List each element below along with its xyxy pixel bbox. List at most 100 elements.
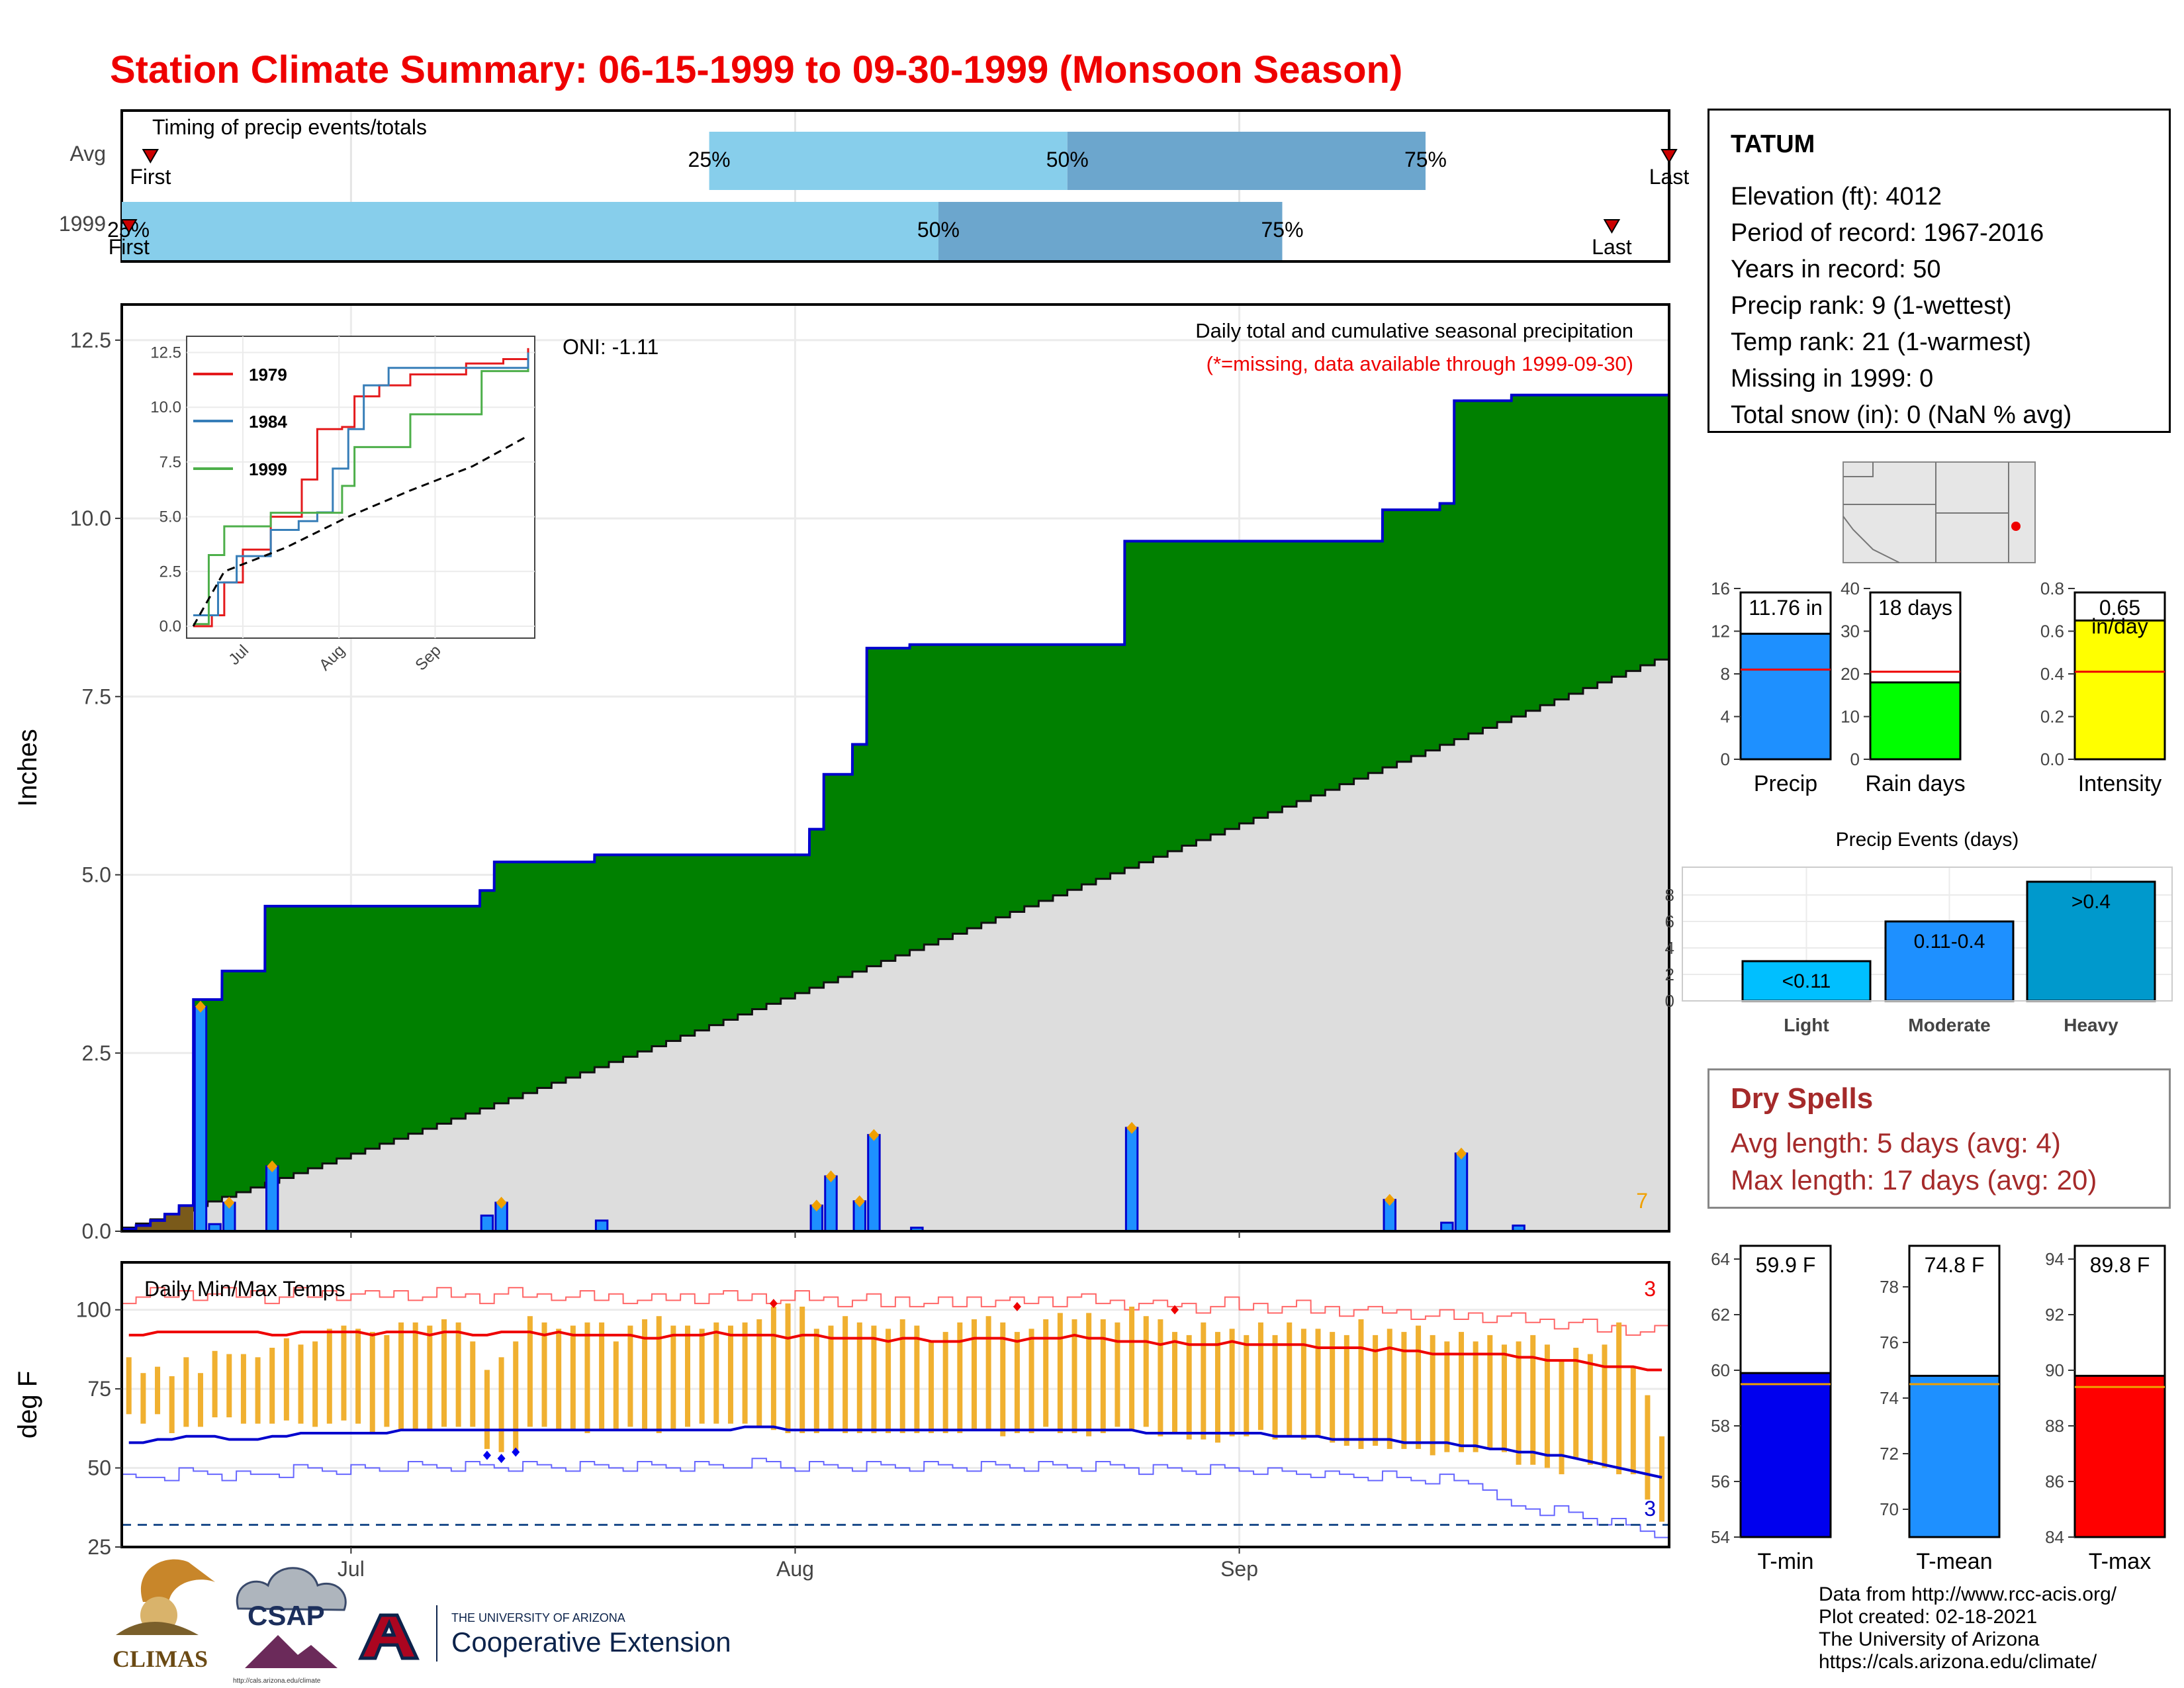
daily-precip-bar (867, 1134, 881, 1233)
daily-temp-bar (240, 1354, 246, 1424)
daily-temp-bar (1487, 1335, 1493, 1449)
daily-temp-bar (914, 1325, 920, 1433)
daily-temp-bar (1659, 1436, 1665, 1522)
oni-label: ONI: -1.11 (563, 335, 659, 359)
daily-temp-bar (369, 1332, 375, 1433)
average-cumulative-area (122, 653, 1669, 1231)
daily-temp-bar (1043, 1319, 1049, 1427)
daily-temp-bar (484, 1370, 490, 1449)
daily-temp-bar (1201, 1322, 1206, 1440)
daily-temp-bar (513, 1341, 519, 1452)
legend-label-1984: 1984 (249, 412, 287, 432)
legend-label-1979: 1979 (249, 365, 287, 385)
events-category-label: Moderate (1908, 1015, 1990, 1035)
daily-temp-bar (269, 1348, 275, 1424)
summary-bar-label: Rain days (1865, 771, 1965, 796)
season-temp-y-tick-label: 86 (2045, 1472, 2064, 1491)
daily-temp-bar (942, 1332, 948, 1433)
daily-temp-bar (985, 1316, 991, 1430)
summary-value-label: 0.65 (2099, 596, 2140, 620)
climas-logo-text: CLIMAS (113, 1646, 208, 1672)
precip-panel: 0.0 2.5 5.0 7.5 10.0 12.5 Inches ONI: -1.11 D… (13, 303, 1670, 1243)
daily-temp-bar (1028, 1329, 1034, 1433)
temp-y-label: deg F (13, 1371, 42, 1438)
ua-extension: Cooperative Extension (451, 1626, 731, 1658)
timing-p75-label: 75% (1404, 148, 1447, 171)
daily-temp-bar (856, 1322, 862, 1433)
daily-temp-bar (899, 1319, 905, 1433)
events-y-tick-label: 6 (1665, 912, 1674, 931)
summary-bar-intensity (2073, 619, 2166, 761)
daily-temp-bar (613, 1341, 619, 1430)
daily-temp-bar (1000, 1322, 1006, 1436)
temp-x-tick-label: Jul (338, 1557, 365, 1581)
summary-y-tick-label: 30 (1841, 622, 1860, 641)
csap-cloud-icon (236, 1567, 347, 1611)
daily-temp-bar (541, 1322, 547, 1427)
inset-y-tick-label: 5.0 (159, 508, 181, 526)
events-category-label: Light (1784, 1015, 1829, 1035)
daily-temp-bar (1014, 1332, 1020, 1433)
daily-temp-bar (1057, 1313, 1063, 1433)
daily-temp-bar (412, 1322, 418, 1430)
avg-max-temp-line (128, 1331, 1662, 1372)
summary-value-label: 11.76 in (1749, 596, 1823, 620)
daily-temp-bar (1300, 1329, 1306, 1440)
daily-temp-bar (1559, 1360, 1565, 1475)
daily-temp-bar (1444, 1341, 1450, 1452)
daily-temp-bar (1158, 1319, 1163, 1436)
summary-value-label: 18 days (1878, 596, 1952, 620)
precip-missing-note: (*=missing, data available through 1999-… (1206, 352, 1633, 375)
precip-events-chart: Precip Events (days) 0 2 4 6 8 <0.11 Light 0.11-… (1665, 829, 2173, 1035)
heavy-event-marker (811, 1199, 822, 1212)
daily-temp-bar (1129, 1306, 1135, 1430)
daily-temp-bar (886, 1329, 891, 1433)
record-high-marker (1013, 1301, 1021, 1311)
climas-logo: CLIMAS (113, 1559, 215, 1672)
daily-temp-bar (727, 1325, 733, 1424)
daily-temp-bar (1100, 1319, 1106, 1433)
summary-y-tick-label: 0 (1721, 749, 1730, 769)
record-low-line (122, 1458, 1669, 1538)
heavy-event-marker (854, 1195, 865, 1207)
season-temp-y-tick-label: 74 (1880, 1388, 1899, 1408)
timing-row-label-1999: 1999 (59, 212, 106, 236)
summary-y-tick-label: 0.2 (2040, 707, 2064, 727)
timing-p50-label: 50% (917, 218, 960, 242)
daily-temp-bar (929, 1341, 934, 1433)
daily-temp-bar (427, 1325, 433, 1430)
dry-spells-max: Max length: 17 days (avg: 20) (1731, 1164, 2097, 1196)
summary-bars: 0 4 8 12 16 11.76 in Precip 0 10 20 30 40 18 days Rai… (1711, 579, 2166, 796)
precip-area (122, 393, 1670, 1231)
daily-temp-bar (312, 1341, 318, 1427)
daily-temp-bar (957, 1322, 963, 1433)
dry-spells-box: Dry Spells Avg length: 5 days (avg: 4) M… (1707, 1068, 2171, 1209)
daily-temp-bar (1071, 1319, 1077, 1433)
summary-value-unit: in/day (2091, 614, 2148, 638)
heavy-event-marker (1456, 1147, 1467, 1160)
season-temp-y-tick-label: 84 (2045, 1527, 2064, 1547)
season-temp-y-tick-label: 78 (1880, 1277, 1899, 1297)
page-title: Station Climate Summary: 06-15-1999 to 0… (110, 48, 1403, 91)
season-temp-y-tick-label: 76 (1880, 1333, 1899, 1352)
daily-temp-bar (1315, 1329, 1321, 1436)
daily-temp-bar (1430, 1335, 1435, 1456)
summary-bar-label: Intensity (2078, 771, 2162, 796)
precip-y-axis: 0.0 2.5 5.0 7.5 10.0 12.5 (70, 328, 1240, 1243)
daily-temp-bar (169, 1376, 175, 1433)
daily-temp-bar (1287, 1322, 1293, 1436)
map-state-outline (1843, 462, 2009, 563)
station-temp-rank: Temp rank: 21 (1-warmest) (1731, 328, 2032, 356)
daily-temp-bar (1214, 1332, 1220, 1443)
ua-a-icon (358, 1613, 420, 1660)
daily-temp-bar (1272, 1335, 1278, 1440)
location-map (1843, 461, 2036, 563)
daily-temp-bar (871, 1325, 877, 1433)
daily-temp-bar (1416, 1325, 1422, 1449)
summary-bar-precip (1739, 632, 1832, 761)
precip-y-tick-label: 12.5 (70, 328, 111, 352)
daily-temp-bar (828, 1325, 834, 1430)
daily-precip-bar (594, 1219, 609, 1233)
csap-logo: CSAP http://cals.arizona.edu/climate (233, 1567, 347, 1685)
